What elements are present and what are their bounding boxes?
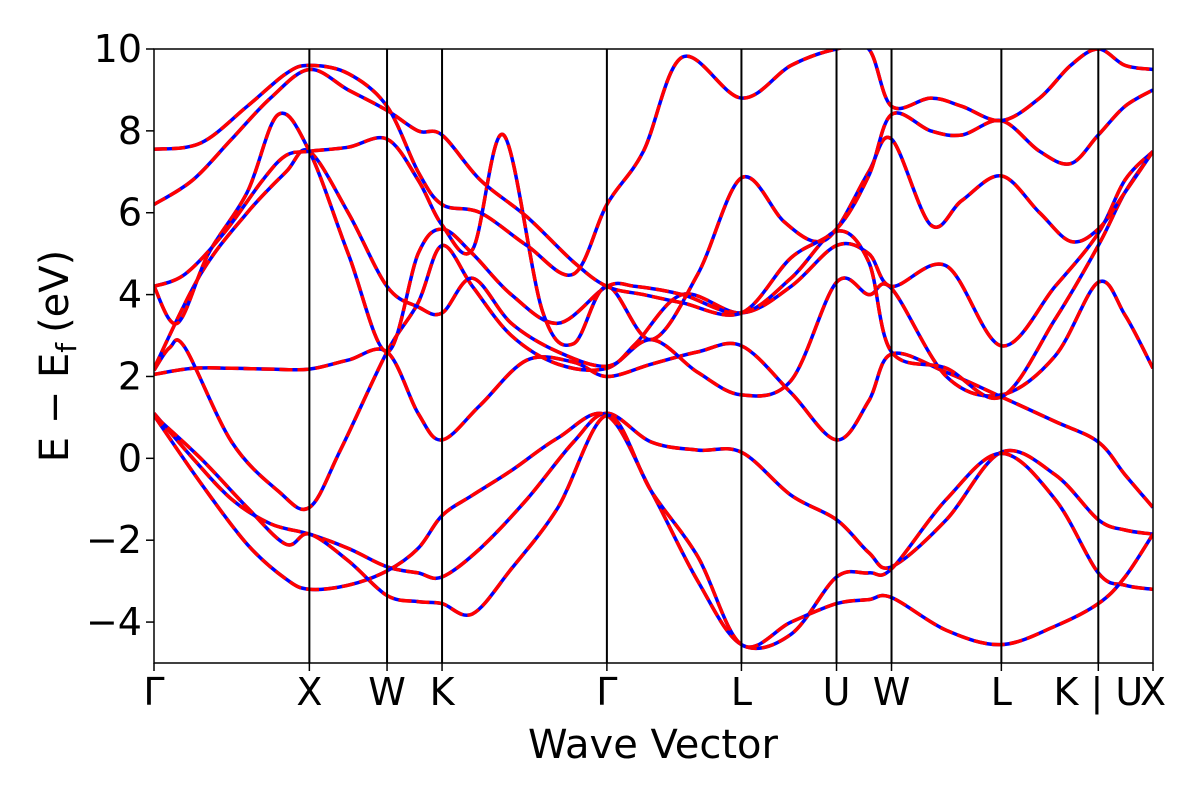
x-tick-label: K	[430, 670, 456, 714]
band-6-solid	[154, 148, 1153, 370]
band-8-dashed	[154, 132, 1153, 347]
band-4-dashed	[154, 341, 1153, 509]
band-5-solid	[154, 243, 1153, 512]
y-tick-label: −2	[86, 518, 142, 562]
y-tick-label: 4	[118, 273, 142, 317]
band-10-solid	[154, 49, 1153, 277]
x-tick-label: Γ	[596, 670, 617, 714]
x-tick-label: K | U	[1053, 670, 1143, 715]
high-symmetry-lines	[308, 49, 1100, 663]
band-6-dashed	[154, 148, 1153, 370]
band-8-solid	[154, 132, 1153, 347]
plot-frame	[153, 48, 1154, 664]
y-axis-label-main: E − E	[32, 353, 78, 463]
x-tick-label: L	[731, 670, 752, 714]
y-tick-label: 2	[118, 354, 142, 398]
band-3-dashed	[154, 413, 1153, 649]
band-5-dashed	[154, 243, 1153, 512]
band-7-solid	[154, 111, 1153, 401]
x-tick-label: Γ	[143, 670, 164, 714]
x-axis-label: Wave Vector	[528, 722, 779, 768]
x-tick-label: W	[368, 670, 406, 714]
y-tick-label: 0	[118, 436, 142, 480]
x-tick-label: X	[296, 670, 322, 714]
x-tick-label: X	[1140, 670, 1166, 714]
y-tick-label: 6	[118, 191, 142, 235]
x-tick-label: L	[991, 670, 1012, 714]
y-axis-ticks: −4 −2 0 2 4 6 8 10	[86, 27, 154, 644]
y-tick-label: 8	[118, 109, 142, 153]
y-axis-label-subscript: f	[50, 342, 83, 353]
band-10-dashed	[154, 49, 1153, 277]
y-tick-label: −4	[86, 600, 142, 644]
x-tick-label: W	[873, 670, 911, 714]
band-9-solid	[154, 67, 1153, 317]
y-axis-label-unit: (eV)	[32, 250, 78, 333]
band-7-dashed	[154, 111, 1153, 401]
x-tick-label: U	[823, 670, 851, 714]
band-9-dashed	[154, 67, 1153, 317]
y-tick-label: 10	[94, 27, 142, 71]
band-lines	[154, 49, 1153, 651]
y-axis-label: E − Ef (eV)	[32, 250, 83, 463]
